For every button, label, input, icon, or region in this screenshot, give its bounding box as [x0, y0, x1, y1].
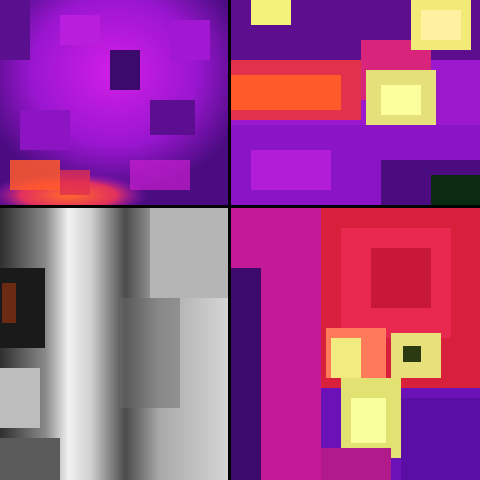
- panel-bottom-right: [231, 208, 480, 480]
- thermal-image-top-right: [231, 0, 480, 205]
- grayscale-image-bottom-left: [0, 208, 228, 480]
- thermal-image-top-left: [0, 0, 228, 205]
- panel-top-right: [231, 0, 480, 205]
- panel-top-left: [0, 0, 228, 205]
- panel-bottom-left: [0, 208, 228, 480]
- thermal-image-bottom-right: [231, 208, 480, 480]
